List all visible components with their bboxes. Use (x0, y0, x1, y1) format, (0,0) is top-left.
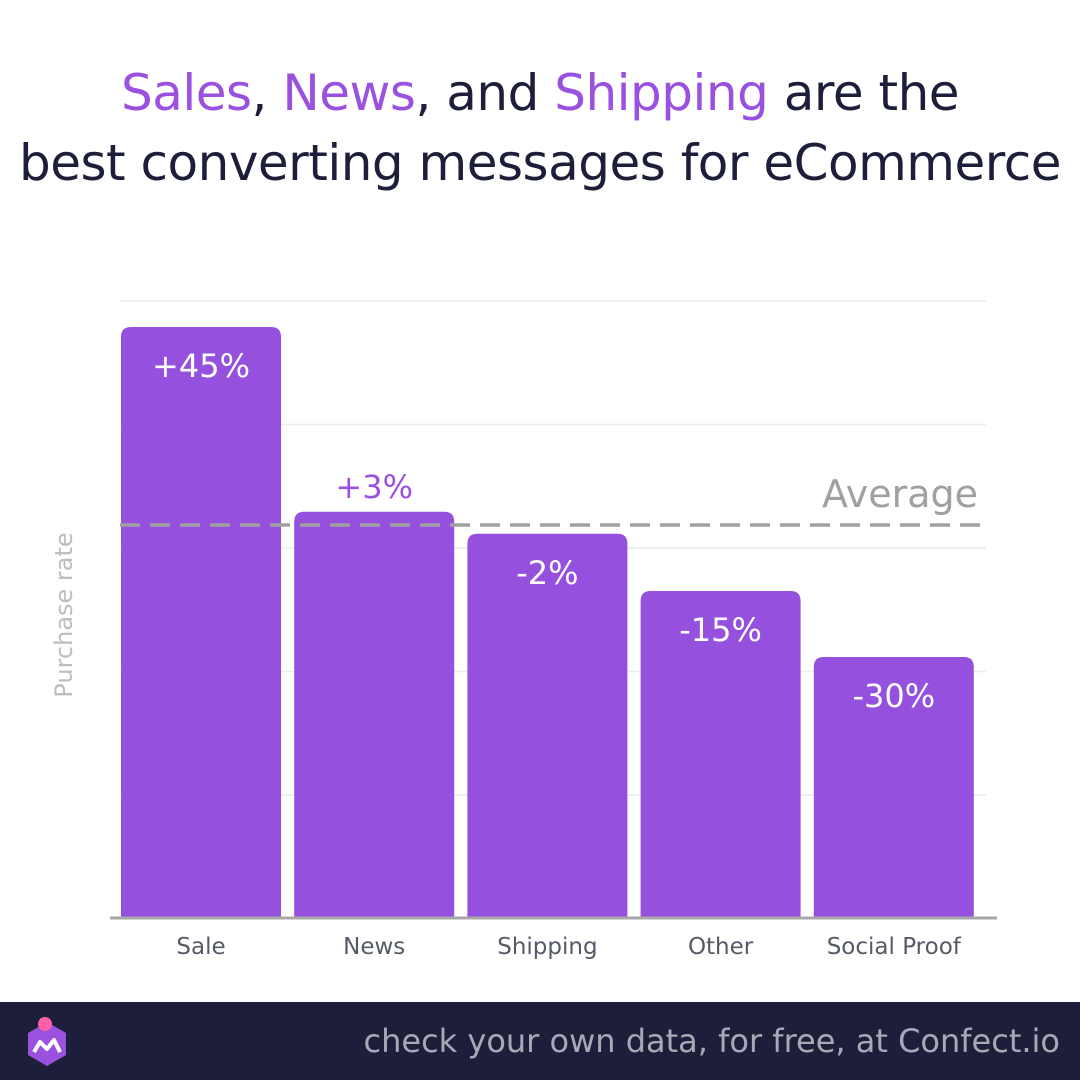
bar-news (294, 511, 455, 918)
value-label: -30% (852, 677, 935, 715)
bar-chart: +45% Sale +3% News -2% Shipping -15% Other -30% S… (50, 300, 997, 960)
title-highlight-shipping: Shipping (554, 64, 769, 122)
title-line-1: Sales, News, and Shipping are the (120, 64, 960, 122)
title-highlight-sales: Sales (120, 64, 252, 122)
category-label: Shipping (497, 934, 597, 960)
category-label: News (343, 934, 405, 960)
title-line-2: best converting messages for eCommerce (19, 134, 1062, 192)
category-label: Other (688, 934, 754, 960)
bar-other (640, 591, 801, 918)
bar-shipping (467, 533, 628, 918)
footer-bar: check your own data, for free, at Confec… (0, 1002, 1080, 1080)
average-label: Average (822, 472, 978, 516)
value-label: -2% (516, 554, 578, 592)
category-label: Sale (176, 934, 225, 960)
chart-title: Sales, News, and Shipping are the best c… (0, 58, 1080, 198)
bar-social-proof (813, 657, 974, 918)
confect-logo-icon (28, 1017, 66, 1066)
footer-text: check your own data, for free, at Confec… (363, 1022, 1060, 1060)
bar-sale (121, 327, 281, 918)
y-axis-label: Purchase rate (50, 532, 78, 697)
category-label: Social Proof (827, 934, 962, 960)
value-label: +3% (335, 468, 413, 506)
value-label: -15% (679, 611, 762, 649)
value-label: +45% (152, 347, 250, 385)
title-highlight-news: News (282, 64, 416, 122)
